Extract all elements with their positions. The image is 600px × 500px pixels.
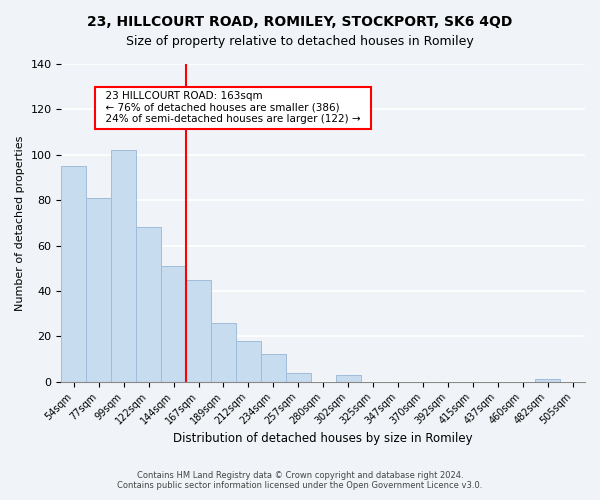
X-axis label: Distribution of detached houses by size in Romiley: Distribution of detached houses by size …: [173, 432, 473, 445]
Bar: [136, 228, 161, 382]
Bar: [335, 375, 361, 382]
Bar: [111, 150, 136, 382]
Bar: [86, 198, 111, 382]
Y-axis label: Number of detached properties: Number of detached properties: [15, 135, 25, 310]
Text: Contains HM Land Registry data © Crown copyright and database right 2024.
Contai: Contains HM Land Registry data © Crown c…: [118, 470, 482, 490]
Bar: [186, 280, 211, 382]
Text: Size of property relative to detached houses in Romiley: Size of property relative to detached ho…: [126, 35, 474, 48]
Bar: [161, 266, 186, 382]
Bar: [236, 341, 261, 382]
Bar: [261, 354, 286, 382]
Bar: [286, 372, 311, 382]
Text: 23, HILLCOURT ROAD, ROMILEY, STOCKPORT, SK6 4QD: 23, HILLCOURT ROAD, ROMILEY, STOCKPORT, …: [88, 15, 512, 29]
Bar: [61, 166, 86, 382]
Text: 23 HILLCOURT ROAD: 163sqm  
  ← 76% of detached houses are smaller (386)  
  24%: 23 HILLCOURT ROAD: 163sqm ← 76% of detac…: [99, 91, 367, 124]
Bar: [211, 322, 236, 382]
Bar: [535, 380, 560, 382]
